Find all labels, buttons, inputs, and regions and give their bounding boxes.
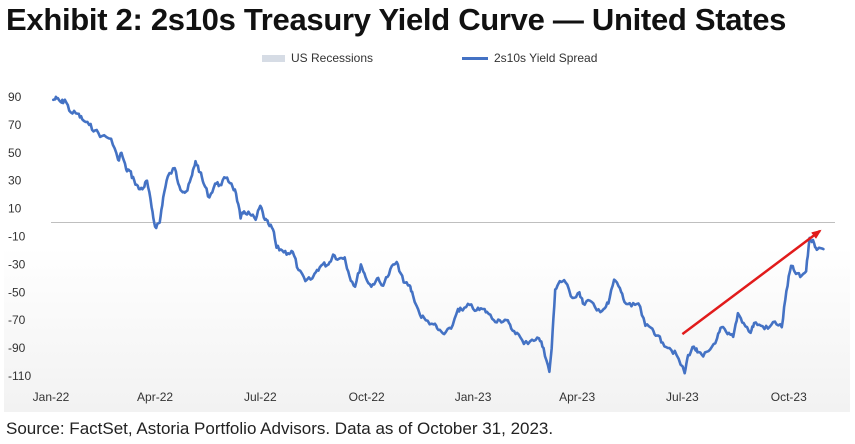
- y-tick-label: 30: [8, 174, 22, 188]
- source-note: Source: FactSet, Astoria Portfolio Advis…: [6, 419, 554, 438]
- legend-swatch-spread: [462, 56, 488, 60]
- y-tick-label: -30: [8, 257, 26, 271]
- y-tick-label: 50: [8, 146, 22, 160]
- x-tick-label: Oct-23: [771, 390, 807, 404]
- chart-title: Exhibit 2: 2s10s Treasury Yield Curve — …: [6, 2, 787, 37]
- y-tick-label: 10: [8, 202, 22, 216]
- x-tick-label: Jul-23: [666, 390, 699, 404]
- trend-arrow: [681, 229, 822, 336]
- x-tick-label: Apr-23: [559, 390, 595, 404]
- y-tick-label: -90: [8, 341, 26, 355]
- legend-label-recessions: US Recessions: [291, 51, 374, 65]
- legend: US Recessions 2s10s Yield Spread: [0, 51, 855, 67]
- y-tick-label: 70: [8, 118, 22, 132]
- legend-label-spread: 2s10s Yield Spread: [494, 51, 598, 65]
- legend-item-recessions: US Recessions: [262, 51, 373, 65]
- y-tick-label: -70: [8, 313, 26, 327]
- x-tick-label: Jul-22: [244, 390, 277, 404]
- y-tick-label: -110: [8, 369, 31, 383]
- x-tick-label: Oct-22: [349, 390, 385, 404]
- legend-item-spread: 2s10s Yield Spread: [462, 51, 597, 65]
- y-tick-label: 90: [8, 90, 22, 104]
- y-tick-label: -10: [8, 230, 26, 244]
- x-tick-label: Jan-22: [33, 390, 70, 404]
- x-tick-label: Jan-23: [455, 390, 492, 404]
- legend-swatch-recessions: [262, 54, 285, 62]
- x-tick-label: Apr-22: [137, 390, 173, 404]
- series-line-spread: [52, 95, 825, 375]
- y-tick-label: -50: [8, 285, 26, 299]
